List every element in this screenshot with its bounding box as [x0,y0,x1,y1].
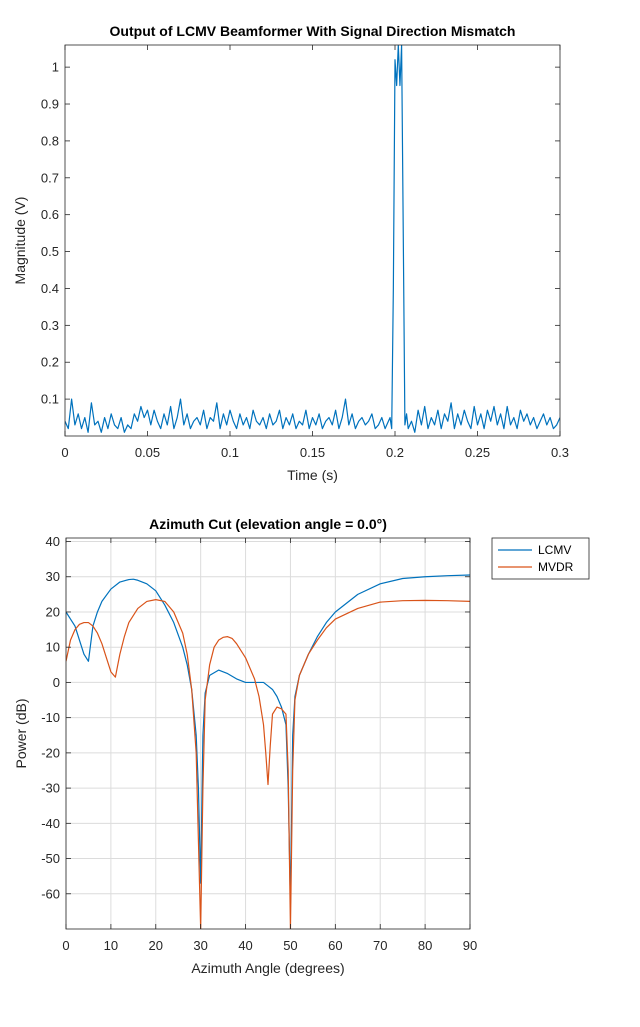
x-tick-label: 0.2 [386,445,404,460]
chart-title: Output of LCMV Beamformer With Signal Di… [110,23,516,39]
x-tick-label: 0.3 [551,445,569,460]
series-line-mvdr [66,599,470,929]
y-tick-label: -50 [41,851,60,866]
y-tick-label: 0.1 [41,392,59,407]
x-tick-label: 50 [283,938,297,953]
x-tick-label: 20 [149,938,163,953]
plot-area [65,45,560,436]
x-tick-label: 80 [418,938,432,953]
legend-box [491,537,590,580]
x-tick-label: 60 [328,938,342,953]
y-tick-label: 1 [52,60,59,75]
y-tick-label: 0.7 [41,170,59,185]
x-tick-label: 30 [193,938,207,953]
x-tick-label: 0 [62,938,69,953]
series-line-0 [65,45,560,433]
x-tick-label: 0 [61,445,68,460]
legend-entry-mvdr: MVDR [538,560,574,574]
y-tick-label: 0.6 [41,207,59,222]
y-tick-label: -10 [41,710,60,725]
x-axis-label: Azimuth Angle (degrees) [191,960,344,976]
y-axis-label: Power (dB) [13,698,29,768]
y-tick-label: 30 [46,569,60,584]
x-tick-label: 0.05 [135,445,160,460]
y-tick-label: -60 [41,886,60,901]
y-tick-label: 0.3 [41,318,59,333]
y-tick-label: -30 [41,781,60,796]
x-tick-label: 10 [104,938,118,953]
x-tick-label: 40 [238,938,252,953]
legend-entry-lcmv: LCMV [538,543,571,557]
y-axis-label: Magnitude (V) [12,197,28,285]
y-tick-label: 40 [46,534,60,549]
x-tick-label: 0.1 [221,445,239,460]
time-output-plot: 0 0.05 0.1 0.15 0.2 0.25 0.3 0.1 0.2 0.3 0.4 0.5 0.6… [12,23,569,483]
y-tick-label: 20 [46,604,60,619]
azimuth-cut-plot: 0 10 20 30 40 50 60 70 80 90 -60 -50 -40 -30 -20 -10 0 10… [13,516,590,976]
series-group [65,45,560,433]
plot-area [66,538,470,929]
x-tick-label: 90 [463,938,477,953]
series-line-lcmv [66,574,470,905]
chart-title: Azimuth Cut (elevation angle = 0.0°) [149,516,387,532]
y-tick-label: 10 [46,640,60,655]
x-axis-label: Time (s) [287,467,338,483]
x-tick-label: 0.25 [465,445,490,460]
y-tick-label: 0.2 [41,355,59,370]
y-tick-label: 0.4 [41,281,59,296]
axes-box [65,537,471,930]
y-tick-label: 0 [53,675,60,690]
series-group [66,574,470,929]
y-tick-label: 0.8 [41,133,59,148]
y-tick-label: -20 [41,745,60,760]
y-tick-label: 0.9 [41,97,59,112]
x-tick-label: 0.15 [300,445,325,460]
x-tick-label: 70 [373,938,387,953]
y-tick-label: 0.5 [41,244,59,259]
y-tick-label: -40 [41,816,60,831]
